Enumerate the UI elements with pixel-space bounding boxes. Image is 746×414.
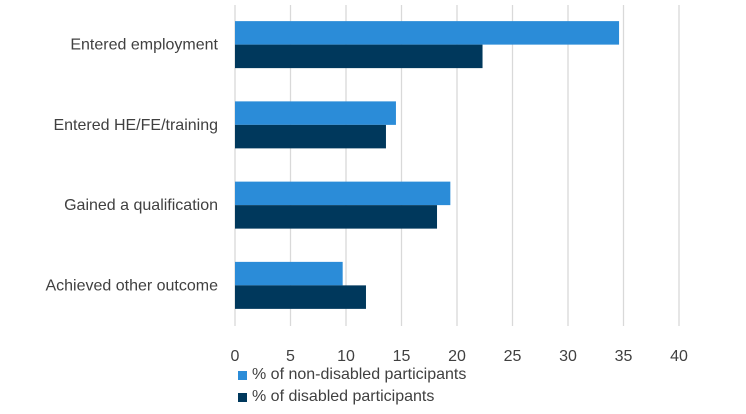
bar-disabled — [235, 124, 386, 149]
bar-non-disabled — [235, 101, 396, 125]
bar-disabled — [235, 285, 366, 309]
x-tick-label: 35 — [615, 348, 633, 365]
x-tick-label: 10 — [337, 348, 355, 365]
category-label: Entered employment — [70, 37, 218, 54]
bar-non-disabled — [235, 181, 451, 206]
category-label: Entered HE/FE/training — [53, 117, 218, 134]
x-tick-label: 30 — [559, 348, 577, 365]
legend-label: % of disabled participants — [252, 388, 435, 405]
x-tick-label: 20 — [448, 348, 466, 365]
legend-swatch-non-disabled — [238, 370, 247, 380]
legend-item-disabled: % of disabled participants — [238, 388, 434, 406]
x-tick-label: 0 — [231, 348, 240, 365]
legend-swatch-disabled — [238, 392, 247, 402]
bar-disabled — [235, 44, 483, 69]
x-tick-label: 40 — [670, 348, 688, 365]
bar-disabled — [235, 205, 438, 229]
bar-non-disabled — [235, 261, 343, 286]
bar-non-disabled — [235, 21, 620, 45]
legend-label: % of non-disabled participants — [252, 366, 467, 383]
category-label: Achieved other outcome — [45, 277, 218, 294]
x-tick-label: 25 — [504, 348, 522, 365]
legend-item-non-disabled: % of non-disabled participants — [238, 366, 466, 384]
category-label: Gained a qualification — [64, 197, 218, 214]
x-tick-label: 5 — [286, 348, 295, 365]
x-tick-label: 15 — [393, 348, 411, 365]
